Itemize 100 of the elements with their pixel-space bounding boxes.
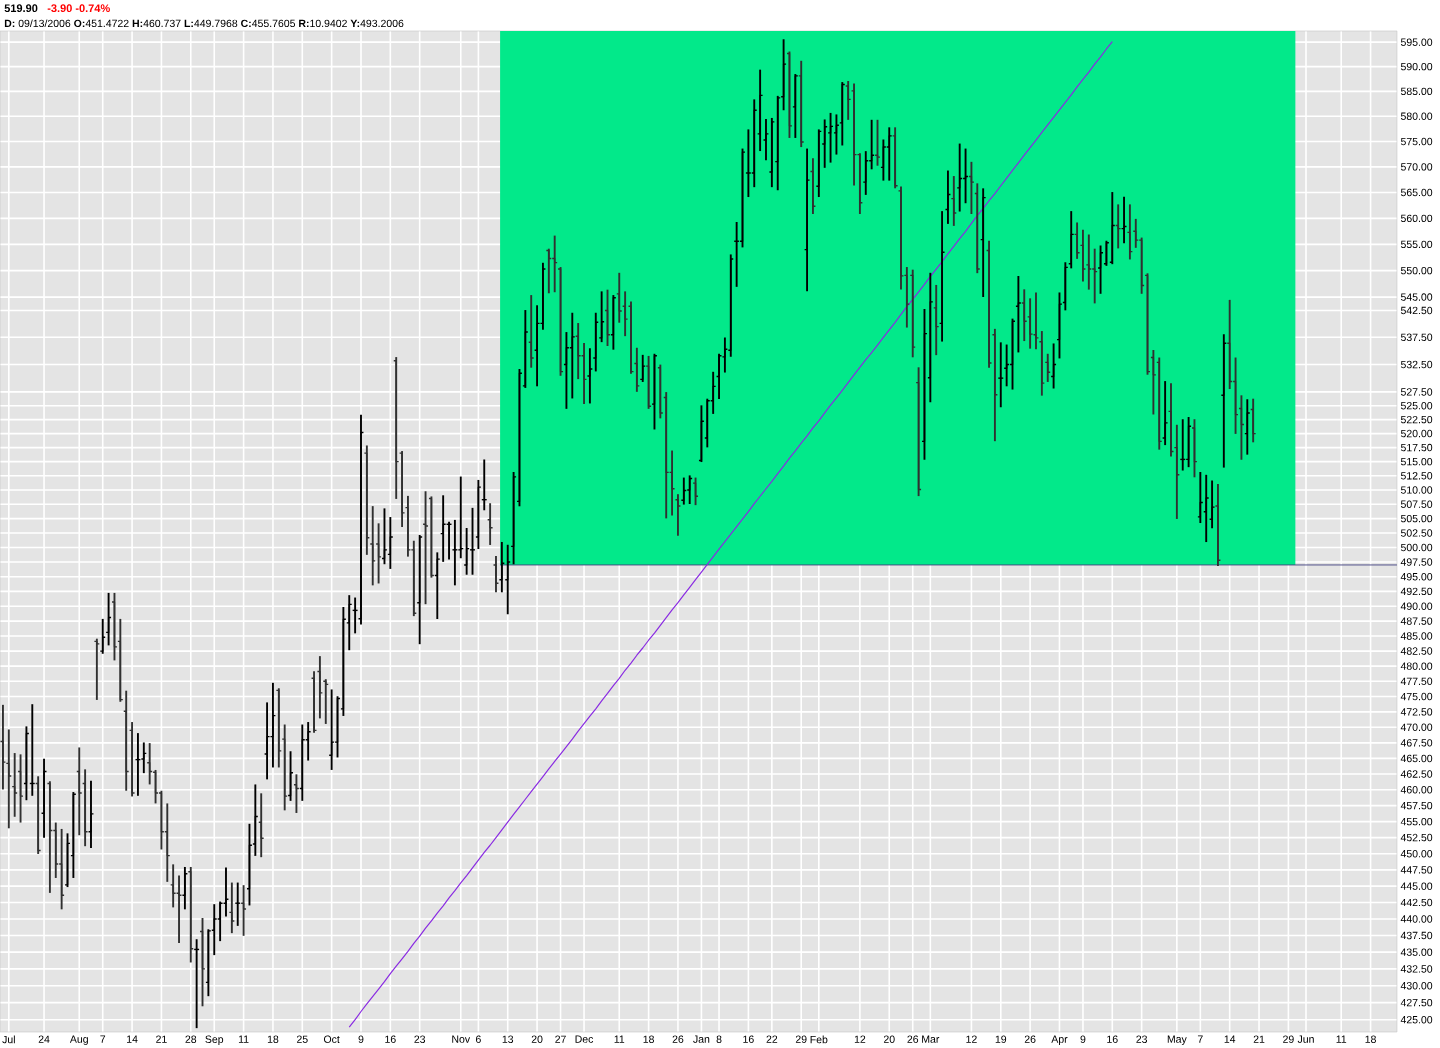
candlestick <box>117 618 124 702</box>
candlestick <box>1244 399 1251 455</box>
candlestick <box>398 451 406 528</box>
candlestick <box>340 607 347 716</box>
x-tick-label: 29 <box>795 1035 807 1043</box>
y-tick-label: 480.00 <box>1400 662 1433 670</box>
candlestick <box>269 682 277 768</box>
x-tick-label: 26 <box>907 1035 919 1043</box>
chart-title: 519.90 <box>4 4 38 13</box>
candlestick <box>1062 262 1069 311</box>
candlestick <box>1150 350 1157 415</box>
candlestick <box>1220 334 1227 468</box>
x-tick-label: 24 <box>38 1035 50 1043</box>
y-tick-label: 435.00 <box>1400 948 1433 956</box>
candlestick <box>0 704 7 790</box>
candlestick <box>610 295 617 350</box>
y-tick-label: 497.50 <box>1400 558 1433 566</box>
candlestick <box>756 69 764 152</box>
candlestick <box>980 188 987 297</box>
candlestick <box>70 792 77 878</box>
candlestick <box>111 592 118 661</box>
candlestick <box>1173 424 1181 519</box>
candlestick <box>657 364 664 419</box>
candlestick <box>944 170 952 224</box>
candlestick <box>557 267 564 376</box>
y-tick-label: 485.00 <box>1400 632 1433 640</box>
y-tick-label: 505.00 <box>1400 514 1433 523</box>
candlestick <box>516 369 523 507</box>
x-tick-label: 20 <box>883 1035 895 1043</box>
y-tick-label: 570.00 <box>1400 163 1433 171</box>
x-tick-label: 26 <box>1024 1035 1036 1043</box>
y-tick-label: 502.50 <box>1400 529 1433 537</box>
x-tick-label: 25 <box>296 1035 308 1043</box>
y-tick-label: 550.00 <box>1400 266 1433 275</box>
x-tick-label: 28 <box>185 1035 197 1043</box>
x-tick-label: 16 <box>743 1035 754 1043</box>
candlestick <box>727 254 734 357</box>
x-tick-label: Dec <box>575 1035 594 1043</box>
x-tick-label: 12 <box>854 1035 866 1043</box>
x-tick-label: 11 <box>238 1035 249 1043</box>
y-tick-label: 537.50 <box>1400 333 1433 342</box>
candlestick <box>128 722 136 797</box>
x-tick-label: Nov <box>452 1035 471 1043</box>
candlestick <box>387 517 394 569</box>
candlestick <box>1079 229 1087 282</box>
y-tick-label: 427.50 <box>1400 998 1433 1007</box>
candlestick <box>1161 381 1169 446</box>
y-tick-label: 590.00 <box>1400 62 1433 71</box>
candlestick <box>316 656 324 719</box>
candlestick <box>510 472 517 565</box>
y-tick-label: 457.50 <box>1400 801 1433 810</box>
candlestick <box>1214 483 1222 566</box>
y-tick-label: 565.00 <box>1400 188 1433 197</box>
candlestick <box>81 769 89 847</box>
y-tick-label: 430.00 <box>1400 981 1433 990</box>
candlestick <box>199 918 206 1007</box>
candlestick <box>933 284 940 356</box>
candlestick <box>915 367 922 497</box>
y-tick-label: 510.00 <box>1400 486 1433 494</box>
x-tick-label: Sep <box>205 1035 224 1046</box>
candlestick <box>891 127 899 189</box>
x-tick-label: 9 <box>358 1035 364 1043</box>
candlestick <box>281 724 288 811</box>
y-tick-label: 515.00 <box>1400 457 1433 466</box>
x-tick-label: 9 <box>1080 1035 1086 1043</box>
y-tick-label: 580.00 <box>1400 112 1433 120</box>
candlestick <box>651 353 658 430</box>
x-tick-label: 23 <box>414 1035 426 1043</box>
candlestick <box>633 347 641 392</box>
candlestick <box>1203 474 1210 543</box>
y-tick-label: 555.00 <box>1400 240 1433 249</box>
y-tick-label: 462.50 <box>1400 770 1433 778</box>
chart-subtitle: -3.90 -0.74% <box>47 4 110 13</box>
y-tick-label: 477.50 <box>1400 677 1433 686</box>
candlestick <box>991 328 999 442</box>
y-tick-label: 432.50 <box>1400 965 1433 973</box>
y-tick-label: 512.50 <box>1400 472 1433 480</box>
y-tick-label: 425.00 <box>1400 1015 1433 1024</box>
candlestick <box>1250 398 1257 443</box>
x-tick-label: Feb <box>810 1035 828 1044</box>
x-tick-label: 16 <box>385 1035 396 1043</box>
y-tick-label: 442.50 <box>1400 898 1433 907</box>
y-tick-label: 482.50 <box>1400 647 1433 655</box>
y-tick-label: 545.00 <box>1400 293 1433 301</box>
candlestick <box>1156 357 1163 450</box>
candlestick <box>275 688 282 768</box>
candlestick <box>985 240 993 368</box>
candlestick <box>974 183 981 274</box>
candlestick <box>809 158 817 215</box>
candlestick <box>181 866 189 910</box>
x-tick-label: 21 <box>1253 1035 1265 1043</box>
candlestick <box>604 289 611 346</box>
y-tick-label: 440.00 <box>1400 915 1433 923</box>
x-tick-label: Mar <box>922 1035 940 1043</box>
y-tick-label: 460.00 <box>1400 786 1433 794</box>
y-tick-label: 475.00 <box>1400 692 1433 701</box>
x-tick-label: 13 <box>502 1035 514 1043</box>
candlestick <box>346 595 353 651</box>
candlestick <box>46 781 54 893</box>
x-tick-label: 14 <box>127 1035 138 1043</box>
